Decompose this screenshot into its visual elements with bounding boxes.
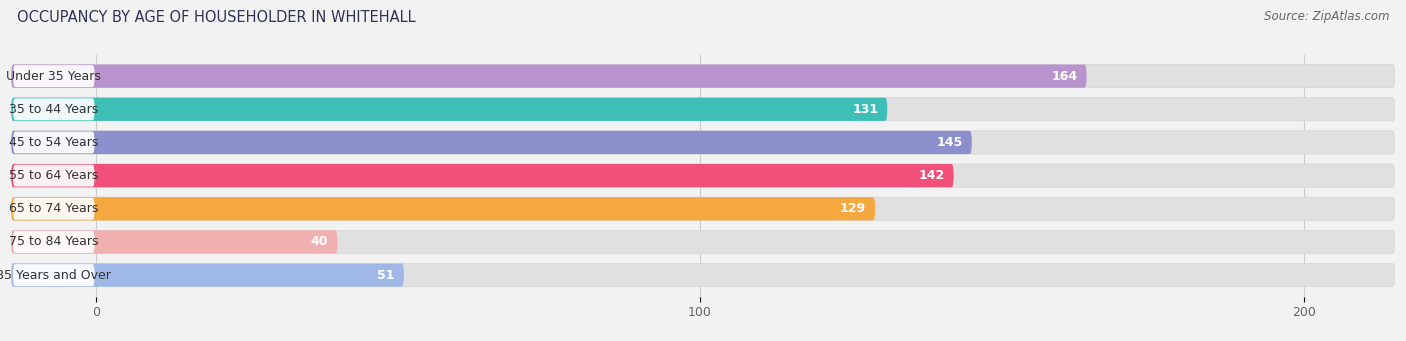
Text: 51: 51	[377, 269, 395, 282]
FancyBboxPatch shape	[11, 264, 404, 287]
FancyBboxPatch shape	[13, 264, 94, 286]
FancyBboxPatch shape	[11, 230, 337, 254]
FancyBboxPatch shape	[11, 197, 875, 220]
Text: 75 to 84 Years: 75 to 84 Years	[8, 235, 98, 249]
Text: Under 35 Years: Under 35 Years	[7, 70, 101, 83]
FancyBboxPatch shape	[13, 198, 94, 220]
FancyBboxPatch shape	[11, 98, 887, 121]
FancyBboxPatch shape	[11, 64, 1395, 88]
FancyBboxPatch shape	[11, 164, 953, 187]
FancyBboxPatch shape	[11, 131, 972, 154]
FancyBboxPatch shape	[13, 231, 94, 253]
FancyBboxPatch shape	[11, 64, 1087, 88]
FancyBboxPatch shape	[13, 165, 94, 187]
Text: 65 to 74 Years: 65 to 74 Years	[10, 202, 98, 215]
FancyBboxPatch shape	[11, 230, 1395, 254]
FancyBboxPatch shape	[13, 132, 94, 153]
FancyBboxPatch shape	[11, 197, 1395, 220]
FancyBboxPatch shape	[11, 98, 1395, 121]
Text: 129: 129	[839, 202, 866, 215]
Text: 35 to 44 Years: 35 to 44 Years	[10, 103, 98, 116]
Text: 131: 131	[852, 103, 879, 116]
Text: 40: 40	[311, 235, 329, 249]
FancyBboxPatch shape	[11, 131, 1395, 154]
Text: 55 to 64 Years: 55 to 64 Years	[10, 169, 98, 182]
Text: 85 Years and Over: 85 Years and Over	[0, 269, 111, 282]
FancyBboxPatch shape	[11, 264, 1395, 287]
Text: 145: 145	[936, 136, 963, 149]
Text: 142: 142	[918, 169, 945, 182]
FancyBboxPatch shape	[13, 65, 94, 87]
Text: 45 to 54 Years: 45 to 54 Years	[10, 136, 98, 149]
FancyBboxPatch shape	[11, 164, 1395, 187]
Text: OCCUPANCY BY AGE OF HOUSEHOLDER IN WHITEHALL: OCCUPANCY BY AGE OF HOUSEHOLDER IN WHITE…	[17, 10, 416, 25]
Text: Source: ZipAtlas.com: Source: ZipAtlas.com	[1264, 10, 1389, 23]
Text: 164: 164	[1052, 70, 1077, 83]
FancyBboxPatch shape	[13, 98, 94, 120]
